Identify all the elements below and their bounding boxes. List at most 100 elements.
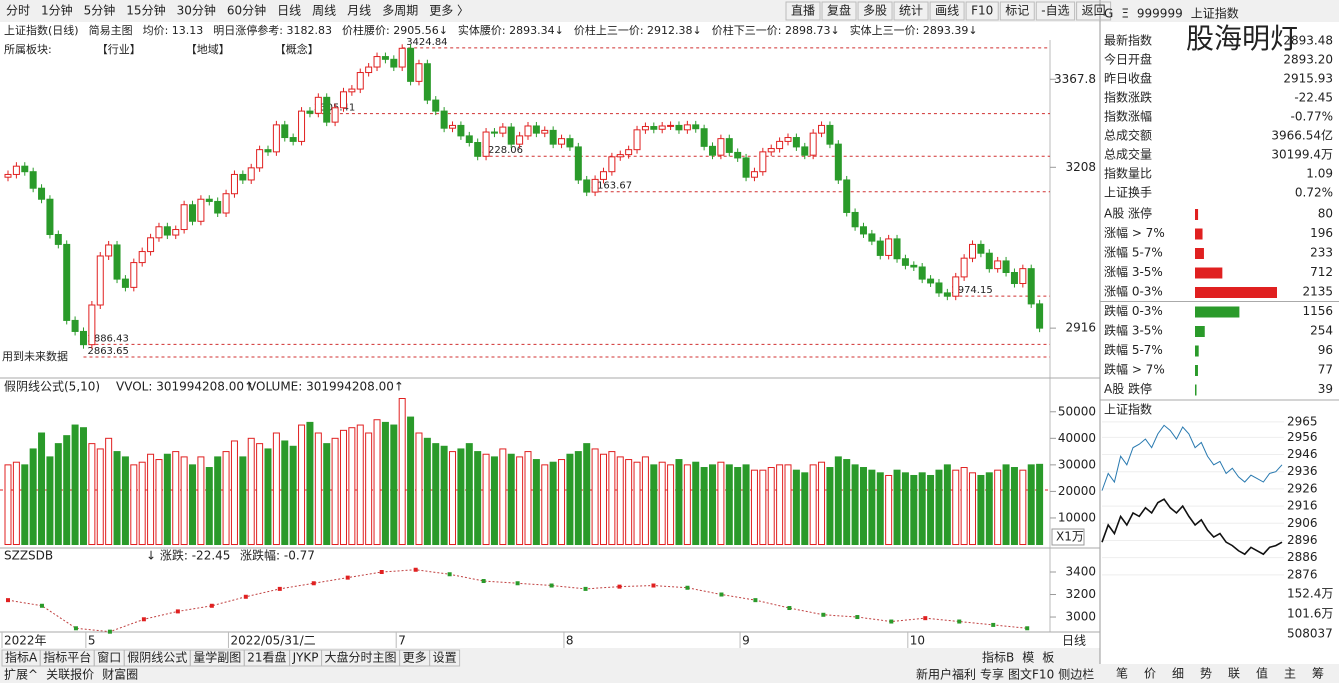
- status-item[interactable]: 侧边栏: [1058, 667, 1094, 682]
- side-header: 999999: [1137, 7, 1183, 21]
- volume-bar: [222, 451, 230, 545]
- date-label: 10: [910, 634, 925, 648]
- indicator-tab[interactable]: 指标平台: [43, 650, 91, 665]
- indicator-tab[interactable]: 指标A: [5, 650, 38, 665]
- status-item[interactable]: 专享: [980, 667, 1004, 682]
- stat-value: -0.77%: [1291, 110, 1333, 124]
- period-tab[interactable]: 60分钟: [227, 3, 266, 18]
- candle: [927, 278, 935, 284]
- volume-bar: [641, 456, 649, 545]
- side-header: 上证指数: [1191, 6, 1239, 21]
- volume-bar: [138, 461, 146, 545]
- tool-button[interactable]: 标记: [1005, 4, 1029, 18]
- indicator-tab[interactable]: 板: [1042, 651, 1054, 665]
- volume-bar: [289, 445, 297, 546]
- volume-bar: [465, 443, 473, 545]
- indicator-tab[interactable]: 大盘分时主图: [325, 650, 397, 665]
- indicator-tab[interactable]: 指标B: [982, 650, 1014, 665]
- period-tab[interactable]: 日线: [277, 4, 301, 18]
- indicator-tab[interactable]: 更多: [403, 651, 427, 665]
- panel-value: ↓ 涨跌: -22.45: [146, 548, 230, 563]
- volume-bar: [239, 456, 247, 545]
- volume-bar: [272, 432, 280, 545]
- sector-item: 【行业】: [97, 43, 141, 56]
- info-item: 上证指数(日线): [4, 23, 79, 37]
- breadth-value: 233: [1310, 246, 1333, 260]
- volume-bar: [197, 456, 205, 545]
- volume-bar: [264, 448, 272, 546]
- side-tab[interactable]: 笔: [1116, 666, 1128, 681]
- volume-bar: [750, 469, 758, 545]
- index-point: [311, 581, 316, 586]
- volume-bar: [54, 443, 62, 545]
- indicator-tab[interactable]: 21看盘: [247, 650, 286, 665]
- period-tab[interactable]: 15分钟: [126, 3, 165, 18]
- date-label: 9: [742, 634, 750, 648]
- indicator-tab[interactable]: 设置: [433, 651, 457, 665]
- candle: [247, 167, 255, 181]
- volume-bar: [507, 453, 515, 545]
- candle: [474, 142, 482, 157]
- status-item[interactable]: 关联报价: [46, 667, 94, 682]
- tool-button[interactable]: 返回: [1082, 4, 1106, 18]
- period-tab[interactable]: 多周期: [382, 4, 418, 18]
- period-tab[interactable]: 1分钟: [41, 3, 73, 18]
- candle: [155, 226, 163, 239]
- tool-button[interactable]: 多股: [863, 4, 887, 18]
- volume-bar: [960, 467, 968, 546]
- side-tab[interactable]: 联: [1228, 667, 1240, 681]
- button-border: [893, 1, 929, 21]
- candle: [163, 226, 171, 236]
- side-tab[interactable]: 细: [1172, 667, 1184, 681]
- status-item[interactable]: 财富圈: [102, 667, 138, 682]
- side-tab[interactable]: 价: [1144, 667, 1156, 681]
- breadth-bar: [1195, 384, 1197, 396]
- candle: [734, 151, 742, 159]
- side-tab[interactable]: 主: [1284, 667, 1296, 681]
- index-point: [107, 629, 112, 634]
- tool-button[interactable]: -自选: [1041, 4, 1069, 18]
- tool-button[interactable]: 画线: [935, 4, 959, 18]
- volume-bar: [415, 432, 423, 545]
- tool-button[interactable]: 统计: [899, 4, 923, 18]
- mini-tick-label: 2896: [1287, 533, 1318, 547]
- side-tab[interactable]: 势: [1200, 667, 1212, 681]
- indicator-tab[interactable]: 假阴线公式: [127, 651, 187, 665]
- info-item: 实体上三一价: 2893.39↓: [850, 23, 978, 37]
- volume-bar: [969, 472, 977, 545]
- side-tab[interactable]: 值: [1256, 666, 1268, 681]
- tool-button[interactable]: 直播: [791, 4, 815, 18]
- mini-vol-label: 101.6万: [1287, 607, 1333, 621]
- tool-button[interactable]: 复盘: [827, 3, 851, 18]
- period-tab[interactable]: 5分钟: [84, 3, 116, 18]
- volume-bar: [952, 469, 960, 545]
- indicator-tab[interactable]: JYKP: [292, 651, 319, 665]
- status-item[interactable]: 图文F10: [1008, 667, 1054, 682]
- candle: [46, 198, 54, 235]
- stat-value: 0.72%: [1295, 186, 1333, 200]
- candle: [818, 124, 826, 134]
- indicator-tab[interactable]: 窗口: [97, 651, 121, 665]
- volume-bar: [616, 456, 624, 545]
- status-item[interactable]: 扩展^: [4, 668, 38, 682]
- candle: [189, 204, 197, 222]
- volume-bar: [583, 443, 591, 545]
- period-tab[interactable]: 更多 〉: [429, 4, 469, 18]
- note: 用到未来数据: [2, 349, 68, 363]
- period-tab[interactable]: 30分钟: [177, 3, 216, 18]
- index-point: [447, 572, 452, 577]
- candle: [868, 233, 876, 242]
- candle: [977, 243, 985, 254]
- date-label: 2022年: [4, 634, 47, 648]
- period-tab[interactable]: 分时: [6, 4, 30, 18]
- candle: [12, 165, 20, 175]
- side-tab[interactable]: 筹: [1312, 667, 1324, 681]
- index-point: [515, 581, 520, 586]
- indicator-tab[interactable]: 量学副图: [193, 650, 241, 665]
- indicator-tab[interactable]: 模: [1022, 651, 1034, 665]
- tool-button[interactable]: F10: [971, 4, 993, 18]
- candle: [792, 137, 800, 148]
- period-tab[interactable]: 周线: [312, 4, 336, 18]
- period-tab[interactable]: 月线: [347, 4, 371, 18]
- status-item[interactable]: 新用户福利: [916, 667, 976, 682]
